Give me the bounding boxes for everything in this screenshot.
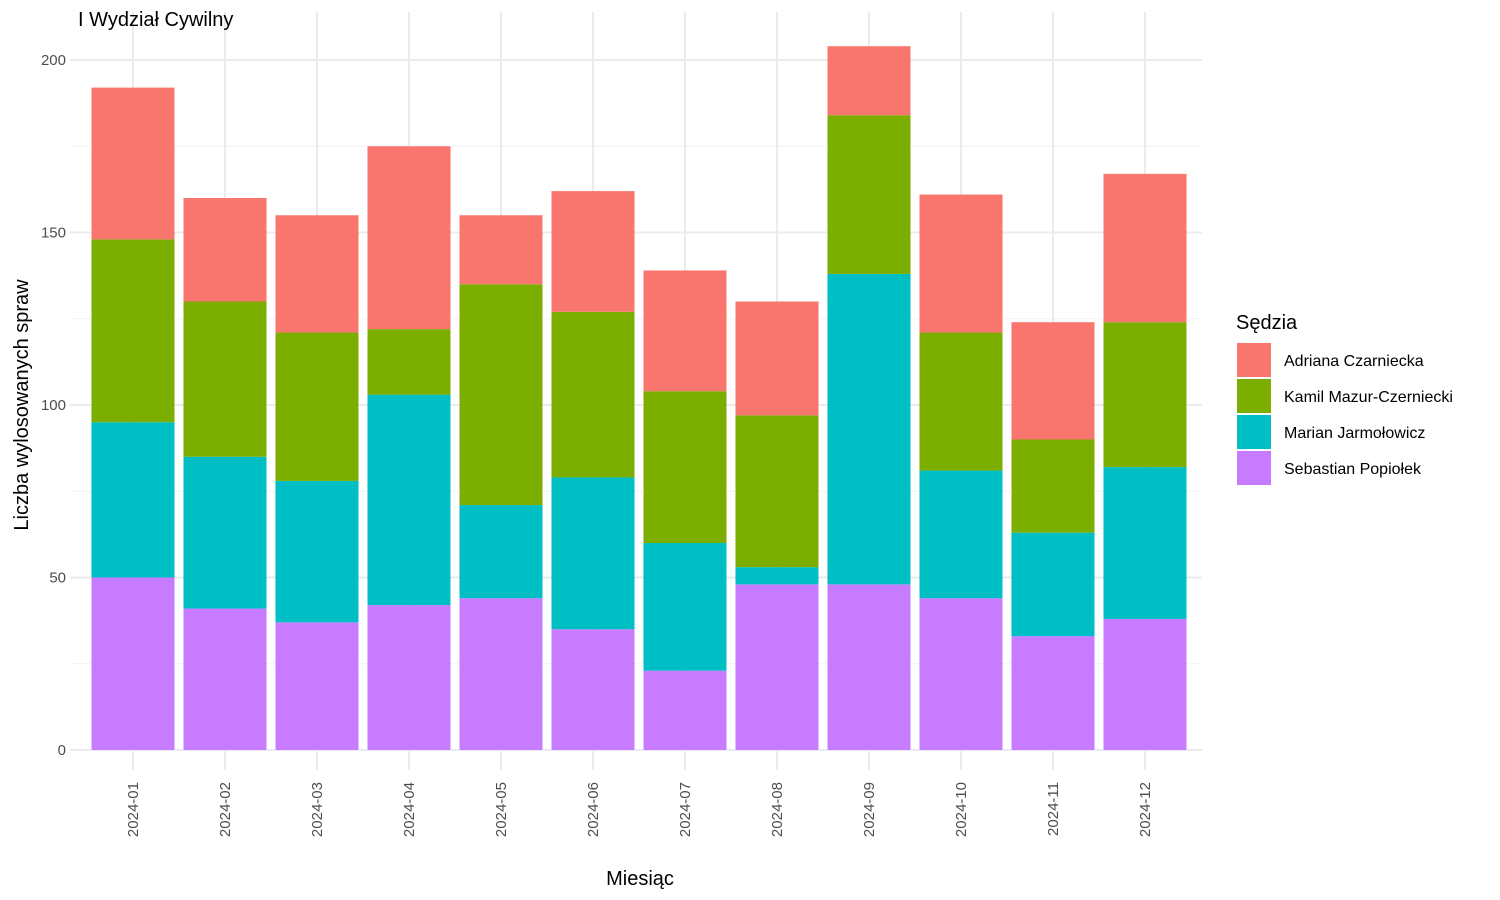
y-tick-label: 0 (58, 742, 66, 759)
bars (91, 46, 1187, 750)
bar-segment (1011, 439, 1095, 533)
bar-segment (551, 477, 635, 630)
legend-swatch (1237, 379, 1271, 413)
bar-segment (275, 215, 359, 333)
bar-segment (1011, 532, 1095, 637)
bar-segment (827, 115, 911, 274)
bar-segment (183, 456, 267, 609)
y-tick-label: 100 (41, 397, 66, 414)
bar-segment (91, 239, 175, 423)
x-tick-label: 2024-02 (217, 782, 234, 837)
bar-segment (919, 194, 1003, 333)
bar-segment (1103, 467, 1187, 619)
bar-segment (459, 215, 543, 285)
bar-segment (367, 605, 451, 750)
bar-segment (1011, 322, 1095, 440)
legend: Sędzia Adriana Czarniecka Kamil Mazur-Cze… (1236, 312, 1453, 485)
y-axis-ticks: 0 50 100 150 200 (41, 52, 66, 759)
bar-segment (735, 584, 819, 750)
bar-segment (551, 191, 635, 312)
bar-segment (91, 87, 175, 240)
bar-segment (459, 598, 543, 750)
bar-segment (1011, 636, 1095, 750)
bar-segment (735, 567, 819, 585)
x-tick-label: 2024-09 (861, 782, 878, 837)
bar-segment (1103, 322, 1187, 468)
bar-segment (183, 608, 267, 750)
bar-segment (919, 332, 1003, 471)
bar-segment (643, 543, 727, 671)
bar-segment (643, 670, 727, 750)
y-tick-label: 150 (41, 225, 66, 242)
bar-segment (183, 301, 267, 457)
bar-segment (919, 598, 1003, 750)
legend-label: Kamil Mazur-Czerniecki (1284, 389, 1453, 406)
legend-swatch (1237, 451, 1271, 485)
bar-segment (459, 505, 543, 599)
bar-segment (367, 146, 451, 330)
bar-segment (275, 480, 359, 623)
x-axis-title: Miesiąc (606, 868, 674, 890)
x-tick-label: 2024-08 (769, 782, 786, 837)
x-axis-ticks: 2024-01 2024-02 2024-03 2024-04 2024-05 2024-… (125, 782, 1154, 837)
bar-segment (183, 198, 267, 302)
legend-swatch (1237, 415, 1271, 449)
legend-label: Adriana Czarniecka (1284, 353, 1424, 370)
bar-segment (643, 391, 727, 543)
legend-swatch (1237, 343, 1271, 377)
y-axis-title: Liczba wylosowanych spraw (11, 279, 33, 531)
bar-segment (551, 629, 635, 750)
bar-segment (367, 394, 451, 606)
legend-label: Sebastian Popiołek (1284, 461, 1422, 478)
bar-segment (1103, 618, 1187, 750)
x-tick-label: 2024-06 (585, 782, 602, 837)
bar-segment (91, 577, 175, 750)
bar-segment (275, 332, 359, 481)
bar-segment (827, 584, 911, 750)
bar-segment (91, 422, 175, 578)
x-tick-label: 2024-05 (493, 782, 510, 837)
x-tick-label: 2024-04 (401, 782, 418, 837)
x-tick-label: 2024-10 (953, 782, 970, 837)
bar-segment (459, 284, 543, 506)
bar-segment (1103, 173, 1187, 323)
bar-segment (275, 622, 359, 750)
bar-segment (827, 273, 911, 585)
x-tick-label: 2024-12 (1137, 782, 1154, 837)
bar-segment (919, 470, 1003, 599)
bar-segment (551, 311, 635, 478)
x-tick-label: 2024-07 (677, 782, 694, 837)
y-tick-label: 200 (41, 52, 66, 69)
bar-segment (643, 270, 727, 392)
y-tick-label: 50 (49, 570, 66, 587)
legend-label: Marian Jarmołowicz (1284, 425, 1425, 442)
bar-segment (735, 415, 819, 568)
x-tick-label: 2024-03 (309, 782, 326, 837)
legend-title: Sędzia (1236, 312, 1298, 334)
bar-segment (827, 46, 911, 116)
chart-title: I Wydział Cywilny (78, 9, 233, 31)
bar-segment (735, 301, 819, 416)
bar-segment (367, 329, 451, 395)
x-tick-label: 2024-01 (125, 782, 142, 837)
x-tick-label: 2024-11 (1045, 782, 1062, 836)
